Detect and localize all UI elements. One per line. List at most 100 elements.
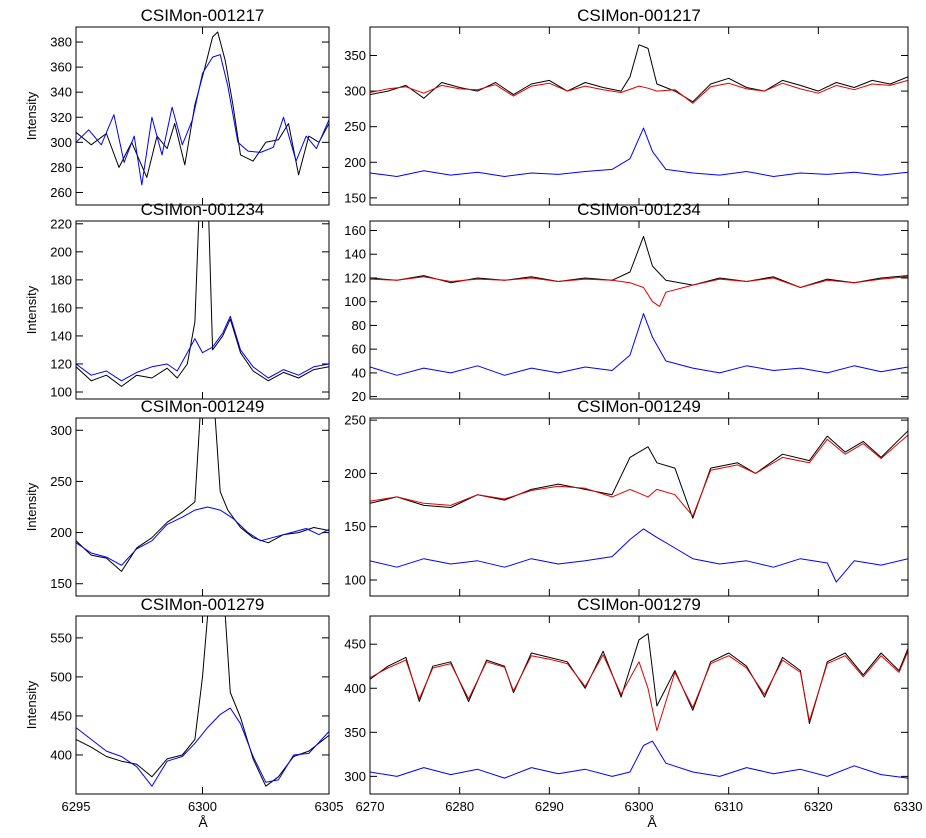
chart-panel-6: CSIMon-001249 100 150 200 250	[344, 397, 909, 597]
y-tick-label: 220	[50, 216, 72, 231]
y-tick-label: 180	[50, 272, 72, 287]
plot-frame	[75, 615, 330, 795]
y-tick-label: 200	[344, 466, 366, 481]
y-tick-label: 100	[344, 573, 366, 588]
y-axis-label: Intensity	[24, 482, 39, 531]
y-tick-label: 40	[352, 365, 366, 380]
y-tick-label: 300	[344, 769, 366, 784]
plot-frame	[75, 220, 330, 400]
series-line-2	[370, 79, 908, 104]
y-tick-label: 300	[344, 84, 366, 99]
y-tick-label: 200	[50, 244, 72, 259]
y-tick-label: 100	[50, 384, 72, 399]
plot-frame	[369, 417, 909, 597]
y-tick-label: 200	[344, 155, 366, 170]
panel-title: CSIMon-001234	[141, 200, 265, 219]
panel-title: CSIMon-001234	[577, 200, 701, 219]
panel-title: CSIMon-001279	[141, 595, 265, 614]
y-tick-label: 360	[50, 60, 72, 75]
y-tick-label: 250	[344, 119, 366, 134]
y-tick-label: 150	[344, 519, 366, 534]
y-axis-label: Intensity	[24, 285, 39, 334]
y-tick-label: 550	[50, 630, 72, 645]
y-tick-label: 340	[50, 85, 72, 100]
series-line-1	[76, 616, 329, 787]
y-tick-label: 250	[50, 474, 72, 489]
series-line-1	[76, 418, 329, 572]
y-tick-label: 350	[344, 725, 366, 740]
series-line-2	[76, 315, 329, 382]
x-tick-label: 6310	[714, 799, 743, 814]
x-axis-label-right: Å	[647, 814, 657, 830]
y-tick-label: 140	[344, 247, 366, 262]
x-tick-label: 6330	[894, 799, 923, 814]
x-axis-label-left: Å	[198, 814, 208, 830]
x-tick-label: 6300	[625, 799, 654, 814]
series-line-2	[76, 54, 329, 186]
y-tick-label: 140	[50, 328, 72, 343]
panel-title: CSIMon-001249	[577, 397, 701, 416]
panel-title: CSIMon-001249	[141, 397, 265, 416]
y-axis-label: Intensity	[24, 680, 39, 729]
y-tick-label: 60	[352, 342, 366, 357]
y-tick-label: 260	[50, 185, 72, 200]
chart-panel-5: CSIMon-001249 Intensity 150 200 250 300	[24, 397, 330, 597]
series-line-1	[76, 221, 329, 387]
y-tick-label: 120	[344, 270, 366, 285]
series-line-2	[370, 276, 908, 307]
y-tick-label: 380	[50, 35, 72, 50]
chart-panel-3: CSIMon-001234 Intensity 100 120 140 160 180 200…	[24, 200, 330, 400]
y-tick-label: 150	[344, 190, 366, 205]
y-tick-label: 400	[344, 681, 366, 696]
chart-panel-8: CSIMon-001279 300 350 400 450 6270 6280 6290 630…	[344, 595, 922, 814]
x-tick-label: 6290	[535, 799, 564, 814]
y-tick-label: 80	[352, 318, 366, 333]
y-tick-label: 500	[50, 669, 72, 684]
y-tick-label: 350	[344, 48, 366, 63]
panel-title: CSIMon-001217	[141, 6, 265, 25]
plot-frame	[369, 220, 909, 400]
y-tick-label: 100	[344, 294, 366, 309]
series-line-1	[370, 44, 908, 103]
y-tick-label: 450	[50, 708, 72, 723]
x-tick-label: 6305	[315, 799, 344, 814]
series-line-1	[76, 31, 329, 178]
plot-frame	[369, 615, 909, 795]
chart-panel-2: CSIMon-001217 150 200 250 300 350	[344, 6, 909, 206]
y-tick-label: 160	[50, 300, 72, 315]
y-tick-label: 20	[352, 389, 366, 404]
y-tick-label: 400	[50, 747, 72, 762]
chart-panel-4: CSIMon-001234 20 40 60 80 100 120 140 160	[344, 200, 909, 404]
series-line-2	[370, 651, 908, 732]
y-tick-label: 280	[50, 160, 72, 175]
series-line-2	[76, 707, 329, 787]
series-line-2	[370, 434, 908, 517]
series-line-1	[370, 633, 908, 724]
y-tick-label: 160	[344, 223, 366, 238]
y-axis-label: Intensity	[24, 91, 39, 140]
series-line-3	[370, 740, 908, 779]
y-tick-label: 200	[50, 525, 72, 540]
panel-title: CSIMon-001279	[577, 595, 701, 614]
x-tick-label: 6300	[188, 799, 217, 814]
plot-frame	[75, 26, 330, 206]
x-tick-label: 6295	[62, 799, 91, 814]
series-line-3	[370, 313, 908, 376]
y-tick-label: 120	[50, 356, 72, 371]
series-line-3	[370, 528, 908, 583]
y-tick-label: 150	[50, 576, 72, 591]
x-tick-label: 6270	[356, 799, 385, 814]
y-tick-label: 250	[344, 413, 366, 428]
series-line-2	[76, 506, 329, 566]
plot-frame	[369, 26, 909, 206]
chart-panel-7: CSIMon-001279 Intensity 400 450 500 550 6295 63…	[24, 595, 343, 814]
series-line-3	[370, 127, 908, 177]
x-tick-label: 6320	[804, 799, 833, 814]
x-tick-label: 6280	[445, 799, 474, 814]
plot-frame	[75, 417, 330, 597]
y-tick-label: 320	[50, 110, 72, 125]
y-tick-label: 300	[50, 135, 72, 150]
panel-title: CSIMon-001217	[577, 6, 701, 25]
chart-panel-1: CSIMon-001217 Intensity 260 280 300 320 340 360…	[24, 6, 330, 206]
